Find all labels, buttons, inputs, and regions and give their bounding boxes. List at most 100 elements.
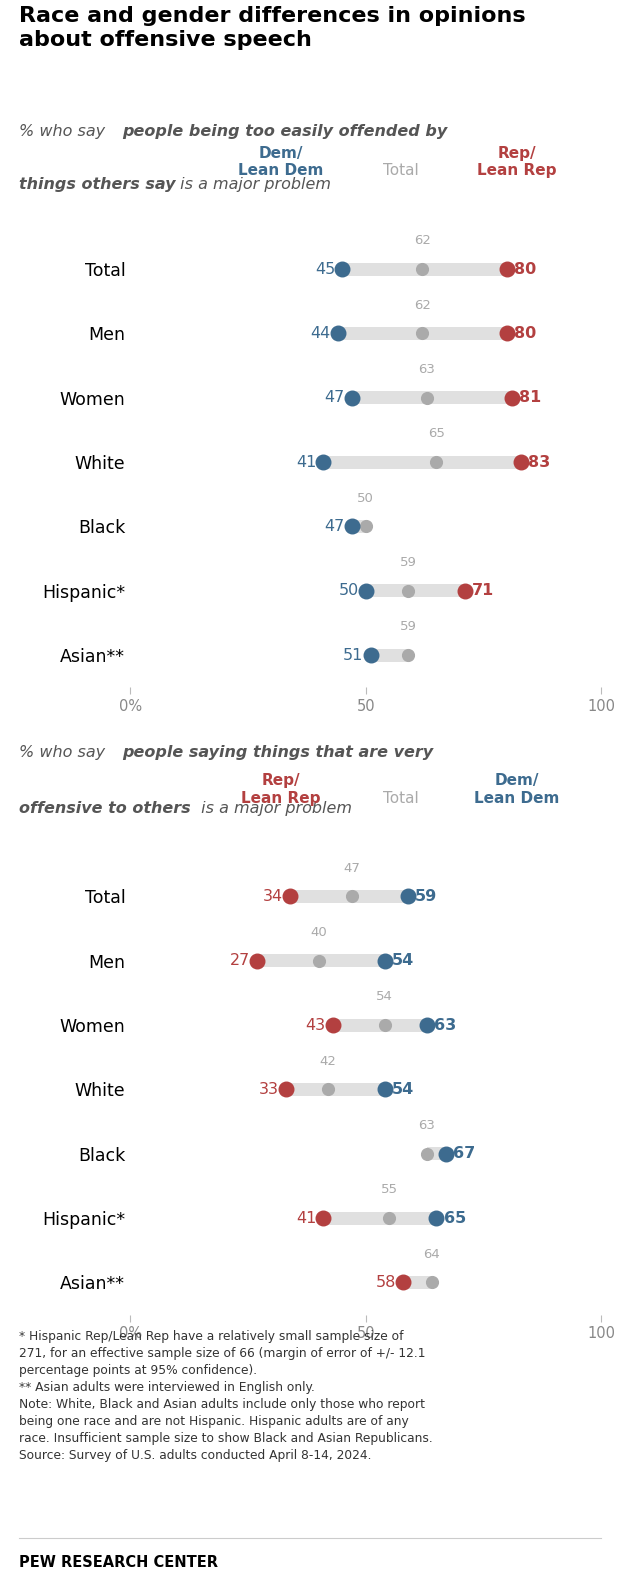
Point <box>323 1078 333 1103</box>
Text: * Hispanic Rep/Lean Rep have a relatively small sample size of
271, for an effec: * Hispanic Rep/Lean Rep have a relativel… <box>19 1330 432 1462</box>
Text: 62: 62 <box>414 299 431 311</box>
Point <box>507 386 517 411</box>
Text: 63: 63 <box>434 1018 456 1033</box>
Point <box>384 1206 394 1231</box>
Text: 67: 67 <box>453 1146 475 1161</box>
Point <box>361 578 371 604</box>
Point <box>281 1078 291 1103</box>
Point <box>403 883 413 908</box>
Text: people saying things that are very: people saying things that are very <box>122 744 433 760</box>
Text: 33: 33 <box>259 1082 278 1097</box>
Bar <box>337 327 507 340</box>
Text: % who say: % who say <box>19 123 110 139</box>
Text: Dem/
Lean Dem: Dem/ Lean Dem <box>474 773 559 806</box>
Text: % who say: % who say <box>19 744 110 760</box>
Text: 50: 50 <box>357 491 374 504</box>
Bar <box>404 1277 432 1289</box>
Text: 41: 41 <box>296 1210 316 1226</box>
Bar <box>352 392 512 404</box>
Point <box>403 578 413 604</box>
Point <box>361 514 371 539</box>
Bar <box>427 1147 446 1160</box>
Point <box>502 256 512 281</box>
Point <box>319 450 329 476</box>
Text: Race and gender differences in opinions
about offensive speech: Race and gender differences in opinions … <box>19 6 525 49</box>
Point <box>417 321 427 346</box>
Text: 45: 45 <box>315 262 335 276</box>
Point <box>285 883 295 908</box>
Point <box>403 643 413 668</box>
Text: 44: 44 <box>310 325 330 341</box>
Point <box>427 1270 436 1296</box>
Point <box>252 948 262 973</box>
Text: 34: 34 <box>264 890 283 904</box>
Text: Rep/
Lean Rep: Rep/ Lean Rep <box>477 145 556 179</box>
Text: 55: 55 <box>381 1183 398 1196</box>
Text: is a major problem: is a major problem <box>197 801 352 815</box>
Bar <box>352 520 366 532</box>
Text: Dem/
Lean Dem: Dem/ Lean Dem <box>238 145 324 179</box>
Text: 63: 63 <box>418 1119 435 1131</box>
Text: 64: 64 <box>423 1248 440 1261</box>
Point <box>328 1013 338 1038</box>
Text: 50: 50 <box>339 583 359 599</box>
Text: people being too easily offended by: people being too easily offended by <box>122 123 448 139</box>
Text: 65: 65 <box>428 427 445 441</box>
Point <box>347 514 356 539</box>
Text: things others say: things others say <box>19 177 175 193</box>
Point <box>417 256 427 281</box>
Text: Rep/
Lean Rep: Rep/ Lean Rep <box>241 773 321 806</box>
Text: 65: 65 <box>443 1210 466 1226</box>
Text: 59: 59 <box>400 556 417 569</box>
Text: 62: 62 <box>414 234 431 248</box>
Text: 59: 59 <box>415 890 438 904</box>
Point <box>422 1013 432 1038</box>
Bar <box>371 649 408 662</box>
Bar <box>286 1082 384 1097</box>
Bar <box>324 455 521 469</box>
Point <box>432 1206 441 1231</box>
Bar <box>324 1212 436 1225</box>
Point <box>502 321 512 346</box>
Point <box>337 256 347 281</box>
Text: 54: 54 <box>392 953 414 969</box>
Point <box>379 948 389 973</box>
Bar <box>366 585 465 597</box>
Point <box>516 450 526 476</box>
Point <box>432 450 441 476</box>
Text: PEW RESEARCH CENTER: PEW RESEARCH CENTER <box>19 1555 218 1571</box>
Text: is a major problem: is a major problem <box>175 177 331 193</box>
Point <box>422 1141 432 1166</box>
Point <box>460 578 470 604</box>
Text: Total: Total <box>383 163 419 179</box>
Text: 42: 42 <box>320 1054 337 1068</box>
Point <box>319 1206 329 1231</box>
Point <box>441 1141 451 1166</box>
Point <box>379 1078 389 1103</box>
Point <box>314 948 324 973</box>
Text: 51: 51 <box>343 648 363 662</box>
Text: 81: 81 <box>519 390 541 406</box>
Text: 54: 54 <box>376 991 393 1003</box>
Bar <box>342 262 507 275</box>
Point <box>366 643 376 668</box>
Text: 63: 63 <box>418 363 435 376</box>
Text: 47: 47 <box>324 518 345 534</box>
Text: 54: 54 <box>392 1082 414 1097</box>
Text: 71: 71 <box>472 583 494 599</box>
Text: 41: 41 <box>296 455 316 469</box>
Bar <box>333 1019 427 1032</box>
Point <box>399 1270 409 1296</box>
Text: 83: 83 <box>528 455 551 469</box>
Text: 58: 58 <box>376 1275 396 1289</box>
Text: 47: 47 <box>324 390 345 406</box>
Text: Total: Total <box>383 790 419 806</box>
Point <box>332 321 342 346</box>
Text: 27: 27 <box>230 953 250 969</box>
Point <box>347 883 356 908</box>
Text: 43: 43 <box>306 1018 326 1033</box>
Point <box>422 386 432 411</box>
Text: 80: 80 <box>514 262 536 276</box>
Point <box>347 386 356 411</box>
Text: 40: 40 <box>310 926 327 939</box>
